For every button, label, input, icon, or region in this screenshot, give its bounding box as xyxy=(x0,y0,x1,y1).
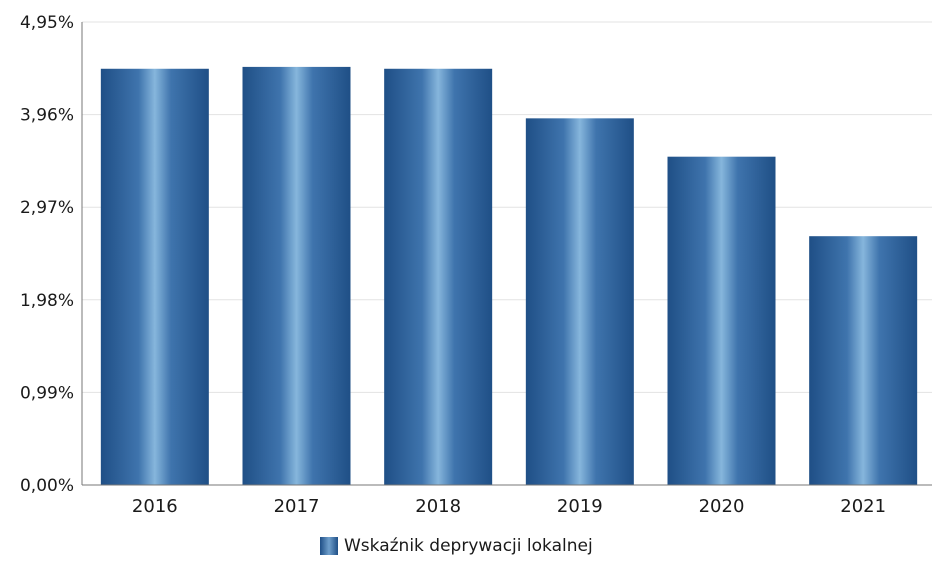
legend: Wskaźnik deprywacji lokalnej xyxy=(320,536,593,556)
gridlines xyxy=(82,21,932,393)
x-tick-label-2020: 2020 xyxy=(699,496,745,517)
y-tick-label: 3,96% xyxy=(20,106,74,126)
legend-label: Wskaźnik deprywacji lokalnej xyxy=(344,536,593,556)
axes xyxy=(81,22,932,486)
x-tick-label-2019: 2019 xyxy=(557,496,603,517)
x-tick-label-2021: 2021 xyxy=(840,496,886,517)
y-tick-label: 2,97% xyxy=(20,198,74,218)
y-tick-label: 0,00% xyxy=(20,476,74,496)
bar-2021 xyxy=(809,236,918,485)
bar-2017 xyxy=(242,66,351,485)
bar-2019 xyxy=(525,118,634,485)
y-tick-label: 1,98% xyxy=(20,291,74,311)
bar-2016 xyxy=(100,68,209,486)
y-tick-label: 4,95% xyxy=(20,13,74,33)
bars xyxy=(100,66,918,486)
legend-swatch xyxy=(320,537,338,555)
x-axis-tick-labels: 2016 2017 2018 2019 2020 2021 xyxy=(132,496,886,517)
y-axis-tick-labels: 0,00% 0,99% 1,98% 2,97% 3,96% 4,95% xyxy=(20,13,74,496)
y-tick-label: 0,99% xyxy=(20,383,74,403)
bar-2018 xyxy=(384,68,493,486)
x-tick-label-2018: 2018 xyxy=(415,496,461,517)
bar-2020 xyxy=(667,156,776,485)
x-tick-label-2016: 2016 xyxy=(132,496,178,517)
x-tick-label-2017: 2017 xyxy=(274,496,320,517)
